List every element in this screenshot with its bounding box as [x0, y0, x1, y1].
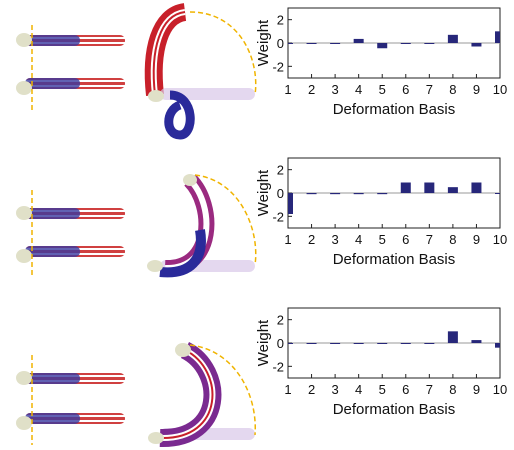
y-tick-label: -2 [272, 359, 284, 374]
bar [353, 343, 364, 344]
bar [288, 193, 293, 214]
x-tick-label: 8 [449, 82, 456, 97]
x-tick-label: 3 [331, 82, 338, 97]
bar [377, 193, 388, 195]
x-axis-label: Deformation Basis [333, 101, 456, 118]
bar [447, 331, 458, 343]
y-tick-label: 2 [277, 313, 284, 328]
bar [447, 34, 458, 43]
bar [330, 193, 341, 195]
y-axis-label: Weight [255, 19, 272, 66]
bar [353, 193, 364, 195]
bar [400, 43, 411, 44]
row-3-illustrations [16, 341, 256, 448]
deform-guide-arc [194, 174, 257, 266]
x-axis-label: Deformation Basis [333, 401, 456, 418]
bar [288, 43, 293, 44]
rest-finger-upper [16, 206, 125, 220]
bar [377, 43, 388, 49]
y-axis-label: Weight [255, 169, 272, 216]
row-2-illustrations [16, 174, 257, 278]
x-tick-label: 1 [284, 232, 291, 247]
deform-guide-arc [189, 11, 257, 96]
y-tick-label: 0 [277, 36, 284, 51]
bar [306, 43, 317, 44]
bar [424, 43, 435, 44]
deformed-finger-1 [144, 3, 255, 140]
y-axis-label: Weight [255, 319, 272, 366]
bar-chart-2: 2 0 -21 2 3 4 5 6 7 8 9 10 Deformation Basis Weight [255, 157, 507, 268]
rest-finger-upper [16, 33, 125, 47]
bar [471, 43, 482, 47]
bar [424, 182, 435, 193]
deformed-finger-3 [148, 341, 255, 448]
y-tick-label: 2 [277, 13, 284, 28]
y-tick-label: 0 [277, 336, 284, 351]
x-tick-label: 7 [426, 382, 433, 397]
bar-chart-3: 2 0 -21 2 3 4 5 6 7 8 9 10 Deformation Basis Weight [255, 307, 507, 418]
x-axis-label: Deformation Basis [333, 251, 456, 268]
y-tick-label: -2 [272, 59, 284, 74]
bar [495, 193, 500, 194]
x-tick-label: 4 [355, 82, 362, 97]
row-1-illustrations [16, 3, 257, 140]
x-tick-label: 4 [355, 382, 362, 397]
x-tick-label: 7 [426, 232, 433, 247]
bar-chart-1: 2 0 -21 2 3 4 5 6 7 8 9 10 Deformation Basis Weight [255, 7, 507, 118]
y-tick-label: 2 [277, 163, 284, 178]
x-tick-label: 1 [284, 82, 291, 97]
rest-finger-lower [16, 246, 125, 263]
x-tick-label: 3 [331, 382, 338, 397]
rest-finger-lower [16, 413, 125, 430]
x-tick-label: 2 [308, 232, 315, 247]
bar [400, 182, 411, 193]
x-tick-label: 8 [449, 232, 456, 247]
x-tick-label: 8 [449, 382, 456, 397]
deformed-finger-2 [147, 174, 255, 278]
figure-row-1: 2 0 -2 1 2 3 4 5 6 7 8 9 10 Deformation Basis Weight [0, 0, 514, 150]
x-tick-label: 6 [402, 382, 409, 397]
bar [330, 43, 341, 44]
bar [471, 340, 482, 343]
x-tick-label: 9 [473, 232, 480, 247]
bar [495, 31, 500, 43]
bar [424, 343, 435, 344]
x-tick-label: 6 [402, 232, 409, 247]
bar [377, 343, 388, 344]
y-tick-label: 0 [277, 186, 284, 201]
x-tick-label: 9 [473, 82, 480, 97]
bar [353, 38, 364, 43]
bar [330, 343, 341, 344]
x-tick-label: 4 [355, 232, 362, 247]
bar [400, 343, 411, 344]
bar [495, 343, 500, 348]
x-tick-label: 3 [331, 232, 338, 247]
x-tick-label: 2 [308, 82, 315, 97]
rest-finger-lower [16, 78, 125, 95]
y-tick-label: -2 [272, 209, 284, 224]
rest-finger-upper [16, 371, 125, 385]
x-tick-label: 1 [284, 382, 291, 397]
figure-row-3: 2 0 -2 1 2 3 4 5 6 7 8 9 10 Deformation Basis Weight [0, 300, 514, 450]
x-tick-label: 2 [308, 382, 315, 397]
bar [471, 182, 482, 193]
x-tick-label: 9 [473, 382, 480, 397]
x-tick-label: 5 [379, 382, 386, 397]
x-tick-label: 10 [493, 82, 507, 97]
x-tick-label: 5 [379, 82, 386, 97]
x-tick-label: 10 [493, 382, 507, 397]
bar [447, 187, 458, 193]
x-tick-label: 6 [402, 82, 409, 97]
bar [306, 193, 317, 195]
bar [288, 343, 293, 344]
bar [306, 343, 317, 344]
x-tick-label: 7 [426, 82, 433, 97]
figure-row-2: 2 0 -2 1 2 3 4 5 6 7 8 9 10 Deformation Basis Weight [0, 150, 514, 300]
x-tick-label: 10 [493, 232, 507, 247]
x-tick-label: 5 [379, 232, 386, 247]
